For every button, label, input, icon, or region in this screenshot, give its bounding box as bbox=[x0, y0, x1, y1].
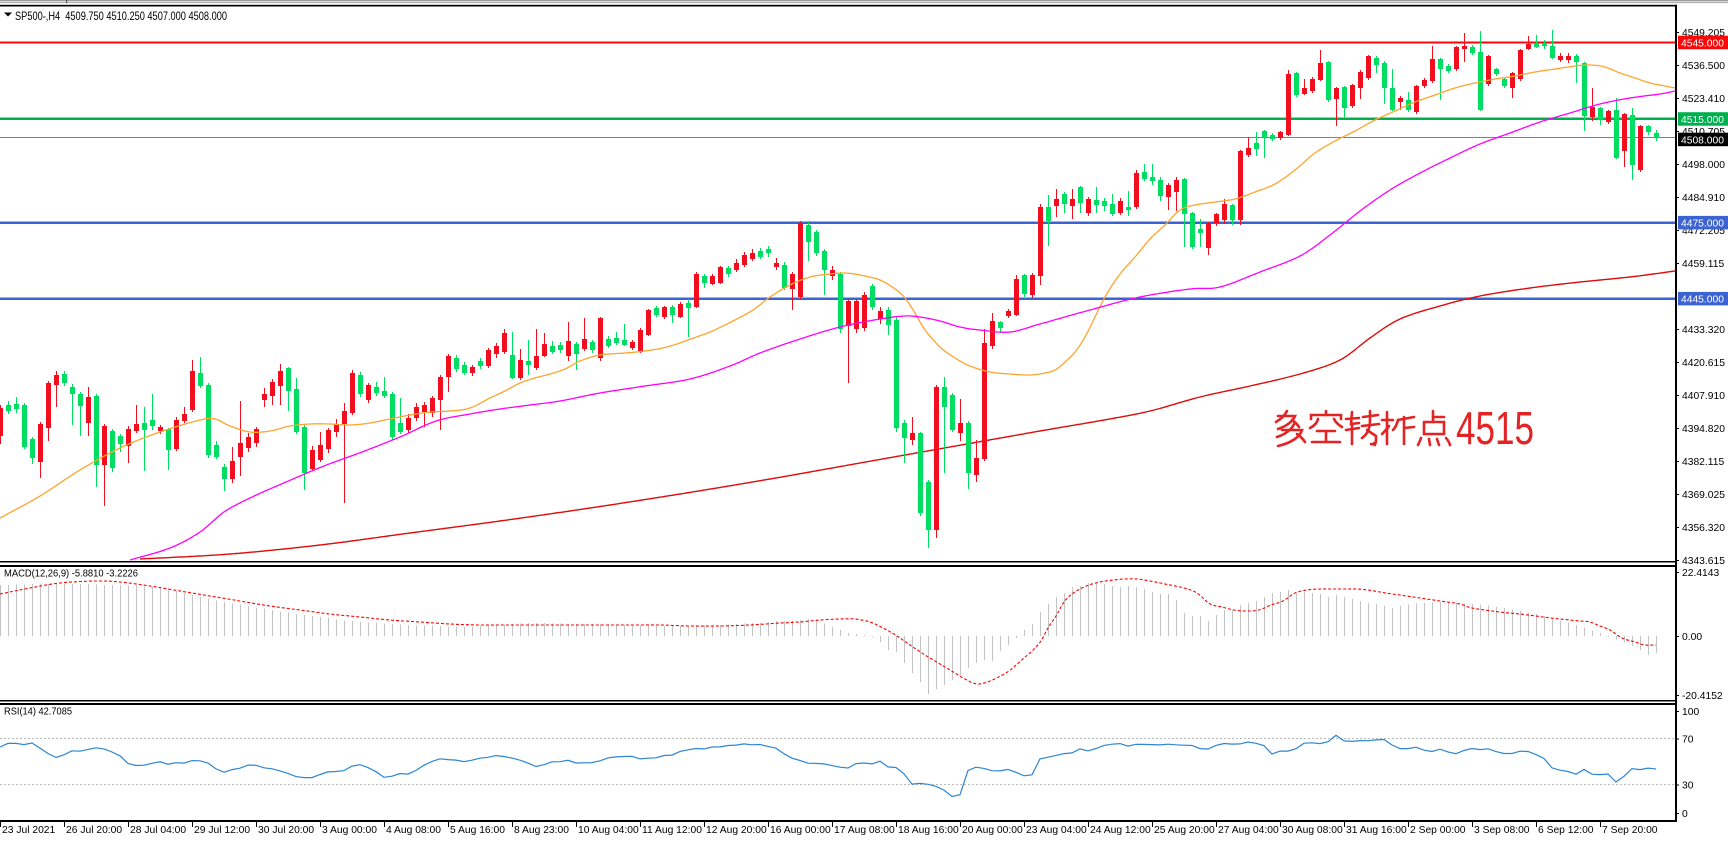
svg-text:8 Aug 23:00: 8 Aug 23:00 bbox=[514, 825, 569, 836]
svg-text:29 Jul 12:00: 29 Jul 12:00 bbox=[194, 825, 250, 836]
svg-text:3 Sep 08:00: 3 Sep 08:00 bbox=[1474, 825, 1530, 836]
svg-text:26 Jul 20:00: 26 Jul 20:00 bbox=[66, 825, 122, 836]
svg-text:11 Aug 12:00: 11 Aug 12:00 bbox=[642, 825, 702, 836]
svg-text:18 Aug 16:00: 18 Aug 16:00 bbox=[898, 825, 959, 836]
svg-text:MACD(12,26,9) -5.8810 -3.2226: MACD(12,26,9) -5.8810 -3.2226 bbox=[4, 569, 139, 580]
svg-text:4356.320: 4356.320 bbox=[1682, 523, 1725, 534]
svg-text:12 Aug 20:00: 12 Aug 20:00 bbox=[706, 825, 767, 836]
svg-text:10 Aug 04:00: 10 Aug 04:00 bbox=[578, 825, 639, 836]
svg-text:22.4143: 22.4143 bbox=[1682, 568, 1719, 579]
svg-text:16 Aug 00:00: 16 Aug 00:00 bbox=[770, 825, 831, 836]
svg-text:4549.205: 4549.205 bbox=[1682, 28, 1725, 39]
svg-text:23 Jul 2021: 23 Jul 2021 bbox=[2, 825, 56, 836]
svg-text:17 Aug 08:00: 17 Aug 08:00 bbox=[834, 825, 895, 836]
svg-text:4523.410: 4523.410 bbox=[1682, 94, 1725, 105]
svg-text:70: 70 bbox=[1682, 734, 1694, 745]
svg-text:4433.320: 4433.320 bbox=[1682, 325, 1725, 336]
svg-text:0: 0 bbox=[1682, 809, 1688, 820]
svg-text:4382.115: 4382.115 bbox=[1682, 457, 1724, 468]
svg-text:4515: 4515 bbox=[1456, 402, 1534, 454]
svg-text:SP500-,H4 4509.750 4510.250 4: SP500-,H4 4509.750 4510.250 4507.000 450… bbox=[15, 9, 227, 23]
svg-text:4 Aug 08:00: 4 Aug 08:00 bbox=[386, 825, 441, 836]
svg-text:4484.910: 4484.910 bbox=[1682, 193, 1725, 204]
svg-text:-20.4152: -20.4152 bbox=[1682, 691, 1723, 702]
svg-text:4515.000: 4515.000 bbox=[1681, 115, 1724, 126]
svg-text:31 Aug 16:00: 31 Aug 16:00 bbox=[1346, 825, 1407, 836]
svg-text:4343.615: 4343.615 bbox=[1682, 556, 1725, 567]
svg-text:4407.910: 4407.910 bbox=[1682, 391, 1725, 402]
svg-text:24 Aug 12:00: 24 Aug 12:00 bbox=[1090, 825, 1151, 836]
svg-text:3 Aug 00:00: 3 Aug 00:00 bbox=[322, 825, 377, 836]
svg-text:4394.820: 4394.820 bbox=[1682, 424, 1725, 435]
svg-text:7 Sep 20:00: 7 Sep 20:00 bbox=[1602, 825, 1658, 836]
svg-text:27 Aug 04:00: 27 Aug 04:00 bbox=[1218, 825, 1279, 836]
svg-text:30 Aug 08:00: 30 Aug 08:00 bbox=[1282, 825, 1343, 836]
svg-text:28 Jul 04:00: 28 Jul 04:00 bbox=[130, 825, 186, 836]
svg-text:5 Aug 16:00: 5 Aug 16:00 bbox=[450, 825, 505, 836]
svg-text:30: 30 bbox=[1682, 780, 1694, 791]
svg-text:4475.000: 4475.000 bbox=[1681, 219, 1724, 230]
svg-text:23 Aug 04:00: 23 Aug 04:00 bbox=[1026, 825, 1087, 836]
svg-text:0.00: 0.00 bbox=[1682, 632, 1702, 643]
svg-text:4510.705: 4510.705 bbox=[1682, 127, 1725, 138]
svg-text:6 Sep 12:00: 6 Sep 12:00 bbox=[1538, 825, 1594, 836]
svg-text:4545.000: 4545.000 bbox=[1681, 38, 1724, 49]
svg-text:4369.025: 4369.025 bbox=[1682, 490, 1725, 501]
svg-text:4420.615: 4420.615 bbox=[1682, 358, 1725, 369]
svg-text:4472.205: 4472.205 bbox=[1682, 226, 1725, 237]
svg-text:100: 100 bbox=[1682, 707, 1699, 718]
svg-text:30 Jul 20:00: 30 Jul 20:00 bbox=[258, 825, 314, 836]
svg-text:20 Aug 00:00: 20 Aug 00:00 bbox=[962, 825, 1023, 836]
svg-text:4508.000: 4508.000 bbox=[1681, 135, 1724, 146]
svg-text:4498.000: 4498.000 bbox=[1682, 160, 1725, 171]
svg-text:4459.115: 4459.115 bbox=[1682, 259, 1724, 270]
svg-text:4445.000: 4445.000 bbox=[1681, 295, 1724, 306]
svg-text:2 Sep 00:00: 2 Sep 00:00 bbox=[1410, 825, 1466, 836]
svg-text:25 Aug 20:00: 25 Aug 20:00 bbox=[1154, 825, 1215, 836]
svg-text:4536.500: 4536.500 bbox=[1682, 61, 1725, 72]
svg-text:RSI(14) 42.7085: RSI(14) 42.7085 bbox=[4, 707, 73, 718]
